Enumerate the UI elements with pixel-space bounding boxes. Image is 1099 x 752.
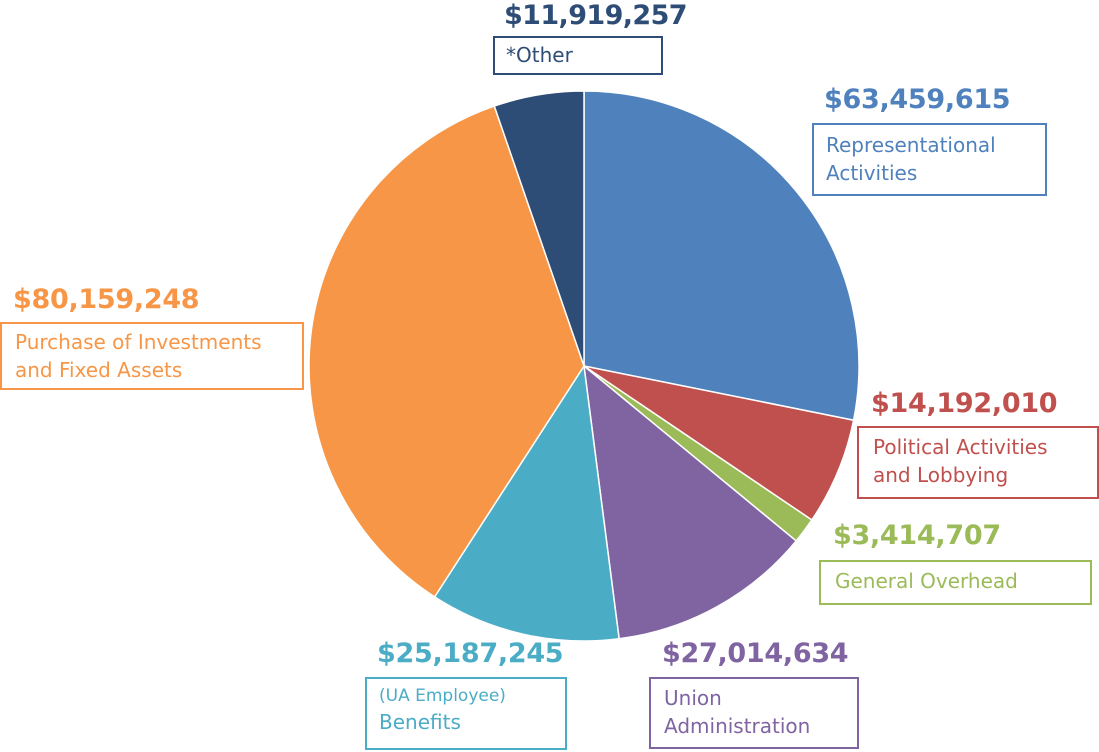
callout-investments-fixed-assets: $80,159,248 Purchase of Investments and … xyxy=(0,284,304,390)
slice-category-label: General Overhead xyxy=(835,569,1018,593)
slice-value-label: $14,192,010 xyxy=(871,388,1058,419)
slice-category-box: Political Activities and Lobbying xyxy=(857,426,1099,499)
pie-slice-ben xyxy=(433,363,620,642)
callout-representational-activities: $63,459,615 Representational Activities xyxy=(812,84,1047,196)
slice-category-box: General Overhead xyxy=(819,560,1092,605)
callout-union-administration: $27,014,634 Union Administration xyxy=(649,638,859,749)
slice-value-label: $3,414,707 xyxy=(833,520,1001,551)
slice-value-label: $80,159,248 xyxy=(13,284,200,315)
slice-category-box: *Other xyxy=(493,36,663,75)
callout-other: $11,919,257 *Other xyxy=(493,0,688,75)
slice-category-label: and Fixed Assets xyxy=(15,358,183,382)
slice-value-label: $27,014,634 xyxy=(662,638,849,669)
slice-category-label: and Lobbying xyxy=(873,463,1009,487)
slice-category-box: (UA Employee) Benefits xyxy=(365,677,567,750)
slice-value-label: $63,459,615 xyxy=(824,84,1011,115)
slice-category-label: Administration xyxy=(664,714,811,738)
slice-category-box: Union Administration xyxy=(649,677,859,749)
slice-category-label: Political Activities xyxy=(873,435,1048,459)
slice-category-label: Purchase of Investments xyxy=(15,330,262,354)
pie-slice-uni xyxy=(583,364,798,640)
slice-category-label: *Other xyxy=(506,43,573,67)
callout-general-overhead: $3,414,707 General Overhead xyxy=(819,520,1092,605)
slice-value-label: $25,187,245 xyxy=(377,638,564,669)
callout-employee-benefits: $25,187,245 (UA Employee) Benefits xyxy=(365,638,567,750)
slice-category-label: Union xyxy=(664,686,722,710)
slice-category-prefix: (UA Employee) xyxy=(379,686,506,706)
slice-category-label: Activities xyxy=(826,161,918,185)
slice-category-box: Purchase of Investments and Fixed Assets xyxy=(0,322,304,390)
callout-political-activities: $14,192,010 Political Activities and Lob… xyxy=(857,388,1099,499)
pie-slice-oth xyxy=(493,90,585,367)
slice-category-box: Representational Activities xyxy=(812,123,1047,196)
slice-category-label: Representational xyxy=(826,133,996,157)
pie-slice-inv xyxy=(308,105,585,598)
slice-value-label: $11,919,257 xyxy=(504,0,688,31)
slice-category-label: Benefits xyxy=(379,710,461,734)
pie-slice-rep xyxy=(583,90,860,422)
